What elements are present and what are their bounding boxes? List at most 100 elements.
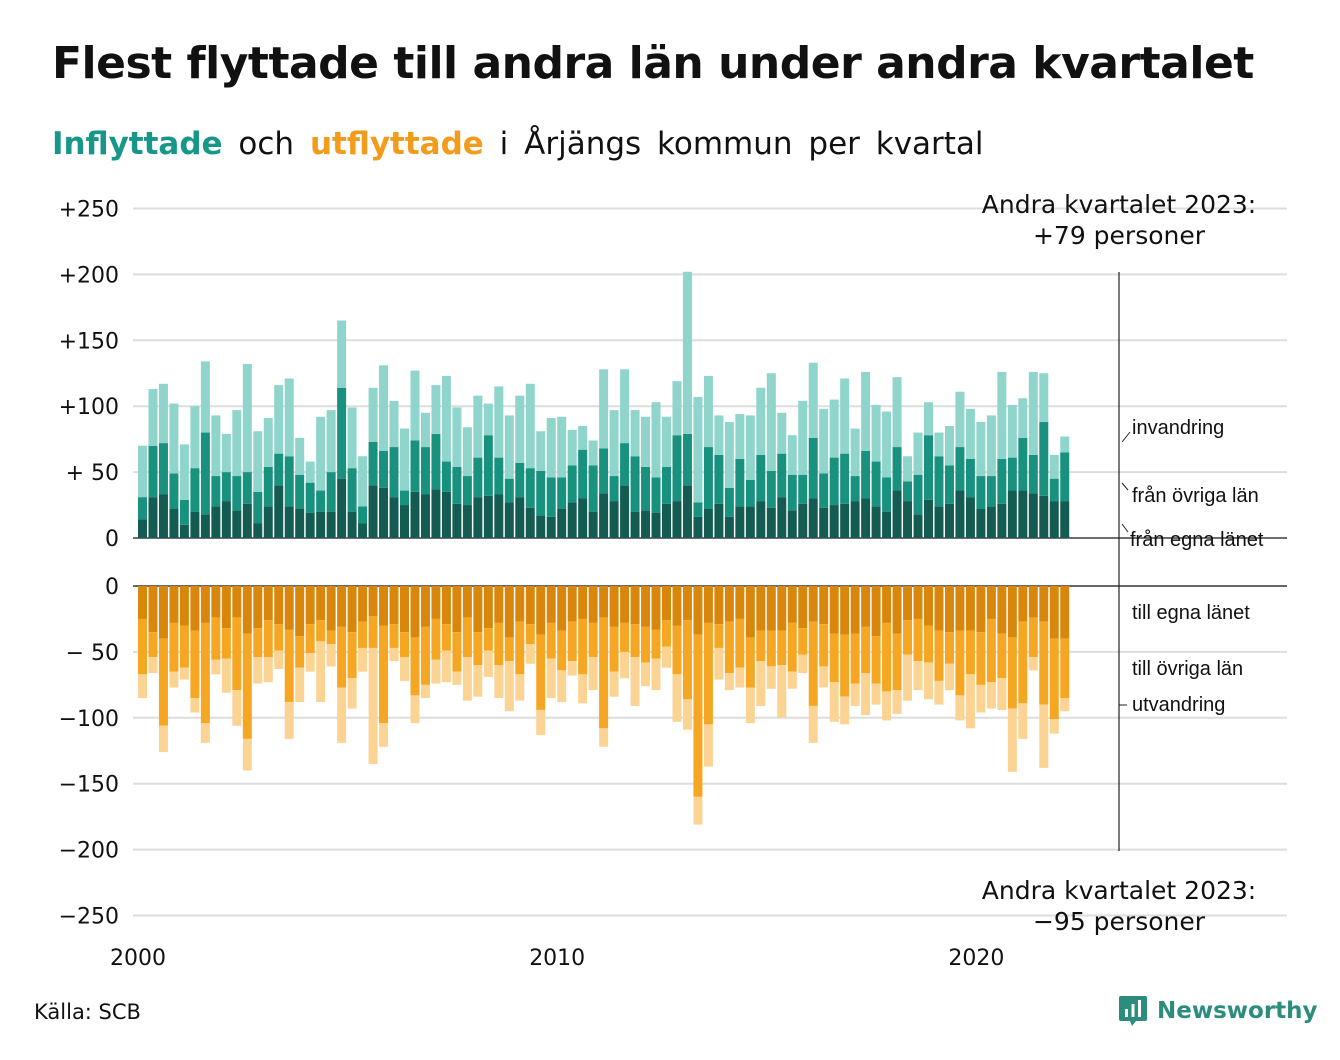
bar-segment-till-egna-länet (462, 586, 472, 618)
bar-segment-invandring (672, 381, 682, 436)
bar-segment-utvandring (588, 657, 598, 691)
bar-segment-från-övriga-län (1039, 422, 1049, 496)
bar-segment-till-övriga-län (819, 624, 829, 667)
bar-segment-invandring (242, 364, 252, 473)
bar-segment-invandring (1028, 371, 1038, 455)
bar-segment-från-övriga-län (1060, 452, 1070, 502)
bar-segment-från-egna-länet (473, 497, 483, 538)
bar-segment-till-egna-länet (777, 586, 787, 631)
bar-segment-från-övriga-län (337, 387, 347, 479)
bar-segment-till-egna-länet (609, 586, 619, 627)
bar-segment-till-egna-länet (400, 586, 409, 633)
bar-segment-utvandring (1018, 703, 1028, 739)
bar-segment-till-egna-länet (200, 586, 210, 623)
bar-segment-invandring (284, 378, 294, 457)
bar-segment-till-egna-länet (620, 586, 630, 623)
bar-segment-till-övriga-län (997, 633, 1007, 679)
bar-segment-utvandring (494, 665, 504, 699)
bar-segment-till-egna-länet (861, 586, 871, 627)
bar-segment-invandring (515, 395, 525, 463)
bar-segment-utvandring (672, 674, 682, 722)
bar-segment-från-övriga-län (525, 468, 535, 508)
bar-segment-utvandring (462, 657, 472, 701)
bar-segment-från-egna-länet (662, 503, 671, 538)
bar-segment-invandring (525, 383, 535, 469)
bar-segment-från-övriga-län (882, 477, 892, 512)
bar-segment-från-övriga-län (295, 474, 305, 510)
bar-segment-från-egna-länet (840, 503, 850, 538)
bar-segment-från-övriga-län (316, 490, 326, 512)
bar-segment-till-egna-länet (703, 586, 713, 623)
bar-segment-från-övriga-län (1049, 478, 1059, 502)
inflyttade-bars (138, 271, 1070, 538)
bar-segment-invandring (745, 415, 755, 481)
bar-segment-till-egna-länet (682, 586, 692, 621)
bar-segment-till-övriga-län (588, 622, 598, 658)
bar-segment-till-övriga-län (158, 638, 168, 726)
bar-segment-utvandring (798, 654, 808, 673)
newsworthy-logo: Newsworthy (1118, 994, 1318, 1028)
bar-segment-från-övriga-län (651, 477, 661, 513)
bar-segment-till-övriga-län (986, 618, 996, 683)
bar-segment-till-övriga-län (1039, 621, 1049, 705)
bar-segment-från-egna-länet (546, 516, 556, 538)
bar-segment-invandring (557, 416, 567, 478)
bar-segment-invandring (400, 428, 409, 491)
bar-segment-till-egna-länet (389, 586, 399, 625)
bar-segment-till-övriga-län (693, 634, 703, 797)
bar-segment-till-övriga-län (284, 629, 294, 702)
bar-segment-utvandring (316, 641, 326, 702)
bar-segment-från-egna-länet (819, 507, 829, 538)
bar-segment-från-övriga-län (462, 476, 472, 506)
bar-segment-till-övriga-län (882, 622, 892, 692)
bar-segment-från-egna-länet (829, 505, 839, 538)
bar-segment-till-övriga-län (462, 617, 472, 658)
bar-segment-till-övriga-län (777, 630, 787, 666)
bar-segment-invandring (997, 371, 1007, 459)
bar-segment-till-egna-länet (557, 586, 567, 631)
bar-segment-till-övriga-län (861, 626, 871, 673)
bar-segment-från-övriga-län (682, 433, 692, 486)
bar-segment-invandring (337, 320, 347, 388)
x-tick-label: 2010 (529, 946, 585, 971)
bar-segment-från-egna-länet (766, 507, 776, 538)
bar-segment-från-övriga-län (284, 456, 294, 507)
bar-segment-från-övriga-län (242, 472, 252, 504)
bar-segment-till-egna-länet (1049, 586, 1059, 639)
bar-segment-till-egna-länet (263, 586, 273, 621)
bar-segment-från-egna-länet (714, 503, 724, 538)
bar-segment-till-övriga-län (871, 636, 881, 684)
bar-segment-från-övriga-län (703, 447, 713, 510)
bar-segment-utvandring (913, 661, 923, 691)
bar-segment-invandring (735, 414, 745, 459)
bar-segment-från-övriga-län (756, 454, 766, 502)
bar-segment-utvandring (557, 670, 567, 702)
bar-segment-utvandring (787, 671, 797, 689)
bar-segment-invandring (913, 432, 923, 475)
bar-segment-från-egna-länet (651, 512, 661, 538)
bar-segment-till-övriga-län (620, 622, 630, 652)
top-annotation-line2: +79 personer (1033, 221, 1206, 250)
bar-segment-till-övriga-län (536, 634, 546, 710)
bar-segment-till-egna-länet (1028, 586, 1038, 618)
bar-segment-till-övriga-län (420, 626, 430, 685)
bar-segment-från-övriga-län (389, 447, 399, 498)
bar-segment-från-egna-länet (882, 511, 892, 538)
bar-segment-invandring (641, 416, 651, 467)
bar-segment-från-övriga-län (410, 440, 420, 492)
bar-segment-från-övriga-län (913, 474, 923, 515)
bar-segment-till-egna-länet (714, 586, 724, 625)
bar-segment-utvandring (274, 650, 284, 670)
bar-segment-invandring (169, 403, 179, 474)
bar-segment-invandring (431, 385, 441, 434)
bar-segment-till-övriga-län (337, 626, 347, 688)
bar-segment-från-egna-länet (903, 501, 913, 538)
bar-segment-från-egna-länet (410, 491, 420, 538)
bar-segment-utvandring (578, 674, 588, 704)
bar-segment-utvandring (808, 705, 818, 743)
bar-segment-till-egna-länet (1007, 586, 1017, 638)
bar-segment-invandring (1060, 436, 1070, 453)
bar-segment-invandring (200, 361, 210, 433)
bar-segment-utvandring (410, 695, 420, 724)
bar-segment-från-egna-länet (525, 507, 535, 538)
